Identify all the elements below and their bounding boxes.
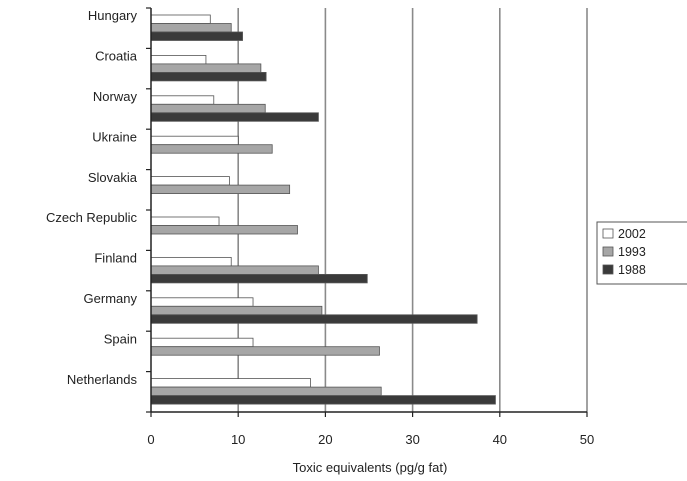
- x-axis-label: Toxic equivalents (pg/g fat): [293, 460, 448, 475]
- bar: [150, 72, 267, 82]
- bars: [150, 14, 496, 405]
- category-label: Czech Republic: [46, 210, 138, 225]
- bar: [150, 95, 215, 105]
- bar: [150, 297, 254, 307]
- bar: [150, 346, 380, 356]
- bar: [150, 23, 232, 33]
- x-tick-label: 10: [231, 432, 245, 447]
- x-tick-label: 50: [580, 432, 594, 447]
- legend-swatch: [602, 228, 614, 239]
- legend-swatch: [602, 264, 614, 275]
- bar: [150, 55, 207, 65]
- category-label: Ukraine: [92, 129, 137, 144]
- category-label: Germany: [84, 291, 138, 306]
- category-label: Netherlands: [67, 372, 138, 387]
- legend: 2002 1993 1988: [596, 221, 687, 285]
- category-label: Slovakia: [88, 170, 138, 185]
- bar: [150, 273, 368, 284]
- bar: [150, 305, 323, 316]
- bar: [150, 256, 232, 267]
- legend-label: 1993: [618, 245, 646, 259]
- bar: [150, 314, 478, 324]
- bar: [150, 337, 254, 348]
- category-label: Spain: [104, 331, 137, 346]
- category-label: Croatia: [95, 49, 138, 64]
- x-tick-label: 40: [493, 432, 507, 447]
- bar: [150, 395, 496, 405]
- legend-swatch: [602, 246, 614, 257]
- category-label: Hungary: [88, 8, 138, 23]
- bar: [150, 184, 291, 195]
- bar: [150, 14, 211, 24]
- legend-label: 2002: [618, 227, 646, 241]
- bar: [150, 103, 266, 114]
- axes: [146, 7, 588, 417]
- bar: [150, 378, 311, 388]
- x-tick-label: 0: [147, 432, 154, 447]
- category-labels: Hungary Croatia Norway Ukraine Slovakia Czech…: [46, 8, 138, 387]
- bar: [150, 176, 230, 186]
- category-label: Finland: [94, 251, 137, 266]
- bar: [150, 135, 239, 146]
- bar: [150, 265, 319, 275]
- bar: [150, 63, 262, 73]
- bar: [150, 31, 243, 41]
- bar: [150, 144, 273, 154]
- legend-label: 1988: [618, 263, 646, 277]
- bar: [150, 216, 220, 226]
- x-tick-label: 30: [405, 432, 419, 447]
- bar: [150, 386, 382, 397]
- bar: [150, 225, 298, 235]
- x-tick-label: 20: [318, 432, 332, 447]
- tick-labels: 0 10 20 30 40 50: [147, 432, 594, 447]
- bar: [150, 112, 319, 122]
- category-label: Norway: [93, 89, 138, 104]
